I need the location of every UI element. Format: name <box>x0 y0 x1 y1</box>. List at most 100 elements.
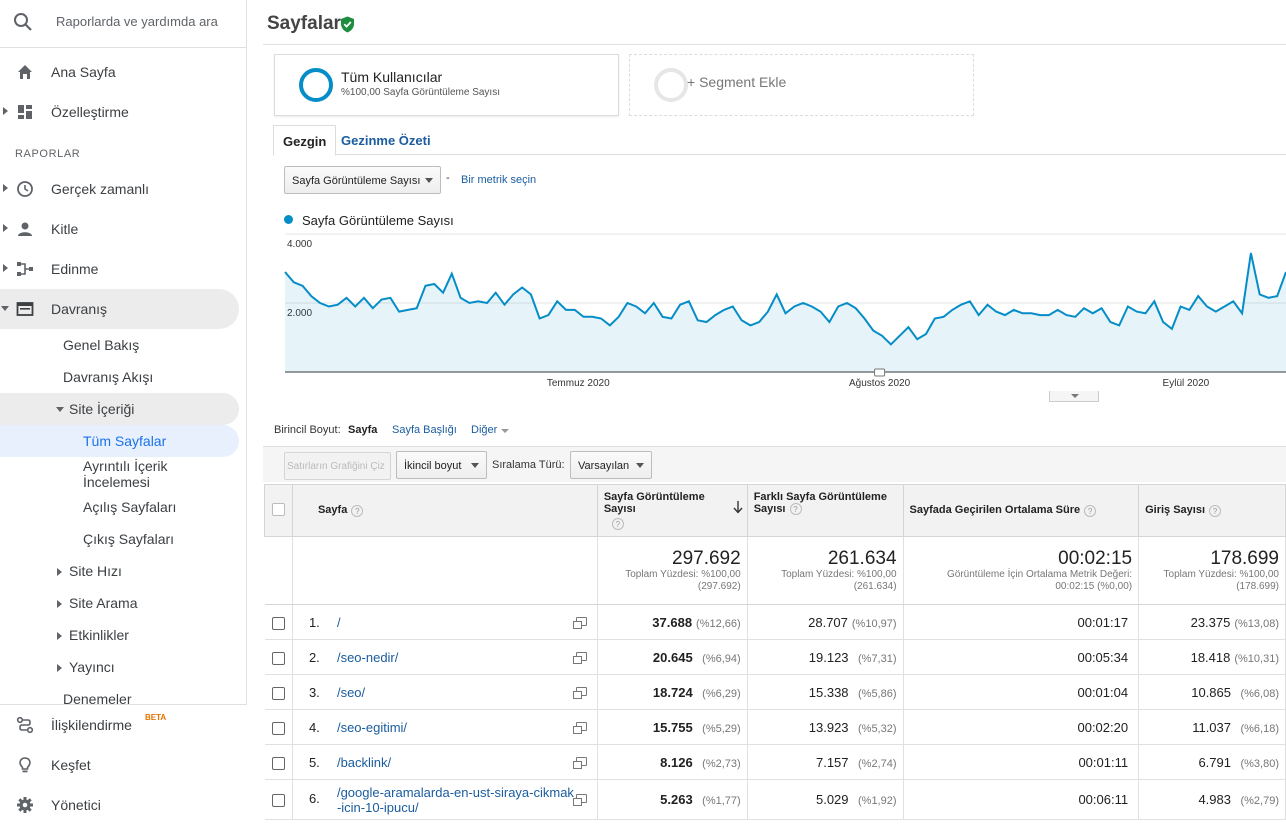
nav-site-speed[interactable]: Site Hızı <box>0 555 247 587</box>
cell-entrances: 4.983 <box>1198 792 1231 807</box>
sort-type-select[interactable]: Varsayılan <box>570 451 652 479</box>
col-unique-pageviews[interactable]: Farklı Sayfa Görüntüleme Sayısı? <box>746 484 904 537</box>
nav-landing-pages[interactable]: Açılış Sayfaları <box>0 491 247 523</box>
page-title: Sayfalar <box>267 13 341 34</box>
external-link-icon[interactable] <box>572 652 587 664</box>
dimension-page-title-link[interactable]: Sayfa Başlığı <box>392 424 457 436</box>
cell-pageviews-pct: (%6,94) <box>702 652 741 665</box>
series-area <box>285 253 1286 372</box>
search-bar[interactable]: Raporlarda ve yardımda ara <box>0 0 247 48</box>
tab-explorer[interactable]: Gezgin <box>273 125 337 156</box>
add-segment-button[interactable]: + Segment Ekle <box>629 54 974 116</box>
nav-behavior-overview[interactable]: Genel Bakış <box>0 329 247 361</box>
cell-pageviews-pct: (%1,77) <box>702 795 741 807</box>
search-input[interactable]: Raporlarda ve yardımda ara <box>56 14 218 29</box>
nav-experiments[interactable]: Denemeler <box>0 683 247 715</box>
nav-admin[interactable]: Yönetici <box>0 785 247 825</box>
chart-collapse-handle[interactable] <box>1049 391 1099 402</box>
help-icon[interactable]: ? <box>611 518 624 530</box>
row-checkbox[interactable] <box>271 756 285 770</box>
external-link-icon[interactable] <box>572 757 587 769</box>
cell-unique-pct: (%5,32) <box>858 722 897 735</box>
row-checkbox[interactable] <box>271 721 285 735</box>
external-link-icon[interactable] <box>572 722 587 734</box>
page-link[interactable]: /google-aramalarda-en-ust-siraya-cikmak-… <box>336 784 574 815</box>
cell-pageviews: 15.755 <box>652 719 693 735</box>
nav-discover[interactable]: Keşfet <box>0 745 247 785</box>
page-link[interactable]: /seo-egitimi/ <box>336 719 408 735</box>
row-checkbox[interactable] <box>271 651 285 665</box>
external-link-icon[interactable] <box>572 617 587 629</box>
cell-entrances: 18.418 <box>1190 649 1231 665</box>
metric-select-value: Sayfa Görüntüleme Sayısı <box>292 175 421 187</box>
nav-behavior-overview-label: Genel Bakış <box>63 337 140 353</box>
cell-unique: 7.157 <box>815 754 849 770</box>
cell-unique: 19.123 <box>808 649 849 665</box>
nav-attribution[interactable]: İlişkilendirme BETA <box>0 705 247 745</box>
segment-all-users[interactable]: Tüm Kullanıcılar %100,00 Sayfa Görüntüle… <box>274 54 619 116</box>
page-link[interactable]: / <box>336 614 341 630</box>
tab-navigation-summary[interactable]: Gezinme Özeti <box>341 133 431 148</box>
dimension-other-link[interactable]: Diğer <box>471 424 498 436</box>
nav-home[interactable]: Ana Sayfa <box>0 52 247 92</box>
clock-icon <box>16 180 34 198</box>
secondary-dimension-select[interactable]: İkincil boyut <box>396 451 487 479</box>
nav-exit-pages[interactable]: Çıkış Sayfaları <box>0 523 247 555</box>
row-checkbox[interactable] <box>271 686 285 700</box>
secondary-dimension-label: İkincil boyut <box>404 460 462 472</box>
help-icon[interactable]: ? <box>351 504 364 517</box>
dimension-page[interactable]: Sayfa <box>348 424 378 436</box>
nav-realtime[interactable]: Gerçek zamanlı <box>0 169 247 209</box>
help-icon[interactable]: ? <box>1209 504 1222 517</box>
nav-all-pages[interactable]: Tüm Sayfalar <box>0 425 239 457</box>
cell-entrances: 11.037 <box>1192 719 1231 735</box>
page-link[interactable]: /seo/ <box>336 684 366 700</box>
nav-audience-label: Kitle <box>51 221 79 237</box>
lightbulb-icon <box>16 756 34 774</box>
nav-behavior[interactable]: Davranış <box>0 289 239 329</box>
nav-behavior-flow[interactable]: Davranış Akışı <box>0 361 247 393</box>
external-link-icon[interactable] <box>572 687 587 699</box>
sort-desc-icon[interactable] <box>733 501 743 517</box>
plot-rows-button[interactable]: Satırların Grafiğini Çiz <box>284 452 391 480</box>
cell-pageviews-pct: (%6,29) <box>702 687 741 700</box>
segment-ring-icon <box>299 68 333 102</box>
nav-exit-pages-label: Çıkış Sayfaları <box>83 531 175 547</box>
sidebar-bottom: İlişkilendirme BETA Keşfet Yönetici <box>0 704 247 814</box>
col-pageviews-label: Sayfa Görüntüleme Sayısı <box>603 491 705 515</box>
nav-site-content[interactable]: Site İçeriği <box>0 393 239 425</box>
cell-avg-time: 00:01:17 <box>1077 614 1129 630</box>
chevron-down-icon <box>471 463 479 468</box>
nav-content-drilldown[interactable]: Ayrıntılı İçerik İncelemesi <box>0 457 247 493</box>
external-link-icon[interactable] <box>572 794 587 806</box>
row-checkbox[interactable] <box>271 794 285 808</box>
cell-entrances-pct: (%10,31) <box>1234 652 1279 665</box>
metric-select[interactable]: Sayfa Görüntüleme Sayısı <box>284 166 441 194</box>
help-icon[interactable]: ? <box>1084 504 1097 517</box>
nav-customize[interactable]: Özelleştirme <box>0 92 247 132</box>
nav-events[interactable]: Etkinlikler <box>0 619 247 651</box>
nav-publisher[interactable]: Yayıncı <box>0 651 247 683</box>
cell-unique-pct: (%1,92) <box>858 795 897 807</box>
col-avg-time[interactable]: Sayfada Geçirilen Ortalama Süre? <box>902 484 1140 537</box>
col-page[interactable]: Sayfa? <box>291 484 598 537</box>
col-entrances-label: Giriş Sayısı <box>1145 504 1206 517</box>
page-link[interactable]: /backlink/ <box>336 754 392 770</box>
main-content: Sayfalar Tüm Kullanıcılar %100,00 Sayfa … <box>263 0 1286 820</box>
search-icon[interactable] <box>13 12 33 37</box>
help-icon[interactable]: ? <box>789 503 802 516</box>
nav-landing-pages-label: Açılış Sayfaları <box>83 499 177 515</box>
select-all-checkbox[interactable] <box>271 502 285 516</box>
nav-acquisition[interactable]: Edinme <box>0 249 247 289</box>
page-link[interactable]: /seo-nedir/ <box>336 649 399 665</box>
nav-audience[interactable]: Kitle <box>0 209 247 249</box>
annotation-marker-icon <box>874 368 886 377</box>
series-line <box>284 252 1286 346</box>
row-checkbox[interactable] <box>271 616 285 630</box>
col-entrances[interactable]: Giriş Sayısı? <box>1138 484 1286 537</box>
nav-site-search[interactable]: Site Arama <box>0 587 247 619</box>
line-chart[interactable]: 4.000 2.000 Temmuz 2020 Ağustos 2020 Eylül 2… <box>263 228 1286 394</box>
beta-badge: BETA <box>145 713 167 722</box>
col-pageviews[interactable]: Sayfa Görüntüleme Sayısı? <box>596 484 748 537</box>
choose-metric-link[interactable]: Bir metrik seçin <box>461 174 537 186</box>
